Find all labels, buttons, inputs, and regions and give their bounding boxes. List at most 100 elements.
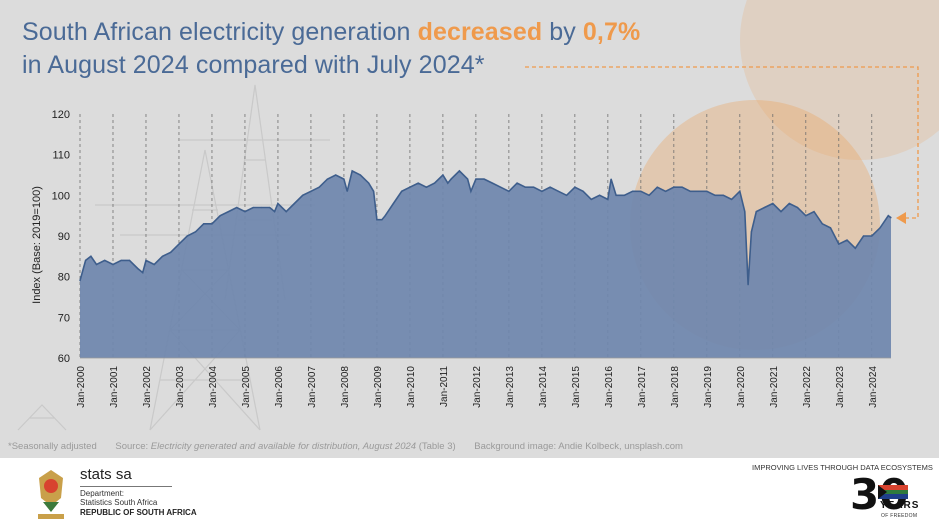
data-point [326,178,328,180]
x-tick-label: Jan-2018 [670,366,681,408]
headline-line-2: in August 2024 compared with July 2024* [22,51,485,79]
data-point [846,239,848,241]
data-point [79,280,81,282]
x-tick-label: Jan-2012 [472,366,483,408]
data-point [706,190,708,192]
y-tick-label: 70 [58,312,70,324]
data-point [373,190,375,192]
data-point [211,223,213,225]
data-point [260,206,262,209]
y-tick-label: 80 [58,272,70,284]
data-point [673,186,675,188]
headline-value: 0,7% [582,18,641,46]
data-point [219,215,221,217]
data-point [120,259,122,261]
x-tick-label: Jan-2015 [571,366,582,408]
flag-icon [878,485,908,499]
data-point [656,186,658,188]
data-point [447,182,449,184]
dept-line-3: REPUBLIC OF SOUTH AFRICA [80,508,197,517]
data-point [434,182,436,184]
x-tick-label: Jan-2016 [604,366,615,408]
data-point [574,186,576,188]
data-point [813,211,815,213]
data-point [302,194,304,196]
source-text: Electricity generated and available for … [150,441,417,452]
data-point [368,182,370,184]
x-tick-label: Jan-2002 [142,366,153,408]
data-point [582,190,584,192]
x-tick-label: Jan-2010 [406,366,417,408]
data-point [805,215,807,217]
data-point [274,211,276,213]
seasonal-note: *Seasonally adjusted [8,441,97,452]
data-point [772,202,774,205]
data-point [731,198,733,200]
data-point [252,206,254,209]
data-point [467,178,469,180]
x-tick-label: Jan-2004 [208,366,219,408]
area-layer [79,169,892,358]
x-tick-label: Jan-2024 [868,366,879,408]
data-point [879,227,881,229]
data-point [318,186,320,188]
data-point [615,194,617,196]
data-point [285,211,287,213]
data-point [137,267,139,270]
y-axis-label: Index (Base: 2019=100) [31,186,43,304]
y-tick-label: 110 [52,150,70,162]
data-point [153,263,155,266]
axis-layer: 60 70 80 90 100 110 120 Jan-2000 Jan-2001 Jan-200… [52,109,891,408]
headline-text: South African electricity generation [22,18,418,46]
data-point [335,174,337,176]
x-tick-label: Jan-2021 [769,366,780,408]
footnote-row: *Seasonally adjusted Source: Electricity… [8,441,683,452]
x-tick-label: Jan-2009 [373,366,384,408]
data-point [508,190,510,192]
data-point [145,259,147,261]
data-point [458,170,460,172]
x-tick-label: Jan-2007 [307,366,318,408]
data-point [887,215,889,217]
data-point [780,211,782,213]
data-point [203,223,205,225]
data-point [346,190,348,192]
x-tick-label: Jan-2008 [340,366,351,408]
headline-arrow [525,66,919,224]
data-point [293,202,295,205]
data-point [862,235,865,237]
data-point [236,206,238,209]
x-tick-label: Jan-2013 [505,366,516,408]
data-point [85,259,87,261]
data-point [590,198,592,200]
data-point [796,206,799,209]
series-area [80,170,891,358]
data-point [623,194,625,196]
data-point [277,202,279,205]
data-point [227,211,230,213]
data-point [747,284,749,286]
y-tick-label: 90 [58,231,70,243]
data-point [401,190,403,192]
data-point [392,202,394,205]
data-point [376,219,378,221]
anniversary-sub: OF FREEDOM [881,513,918,519]
data-point [351,170,353,172]
data-point [838,243,840,245]
y-tick-label: 120 [52,109,70,121]
data-point [566,194,568,196]
data-point [470,190,472,192]
coat-of-arms-icon [38,470,64,519]
data-point [829,227,832,229]
y-tick-label: 100 [52,190,70,202]
data-point [750,231,753,233]
data-point [722,194,724,196]
data-point [90,255,92,257]
headline-line-1: South African electricity generation dec… [22,16,640,49]
dept-line-2: Statistics South Africa [80,498,158,507]
data-point [95,263,98,266]
data-point [475,178,477,180]
anniversary-word: YEARS [880,500,920,511]
data-point [640,190,642,192]
